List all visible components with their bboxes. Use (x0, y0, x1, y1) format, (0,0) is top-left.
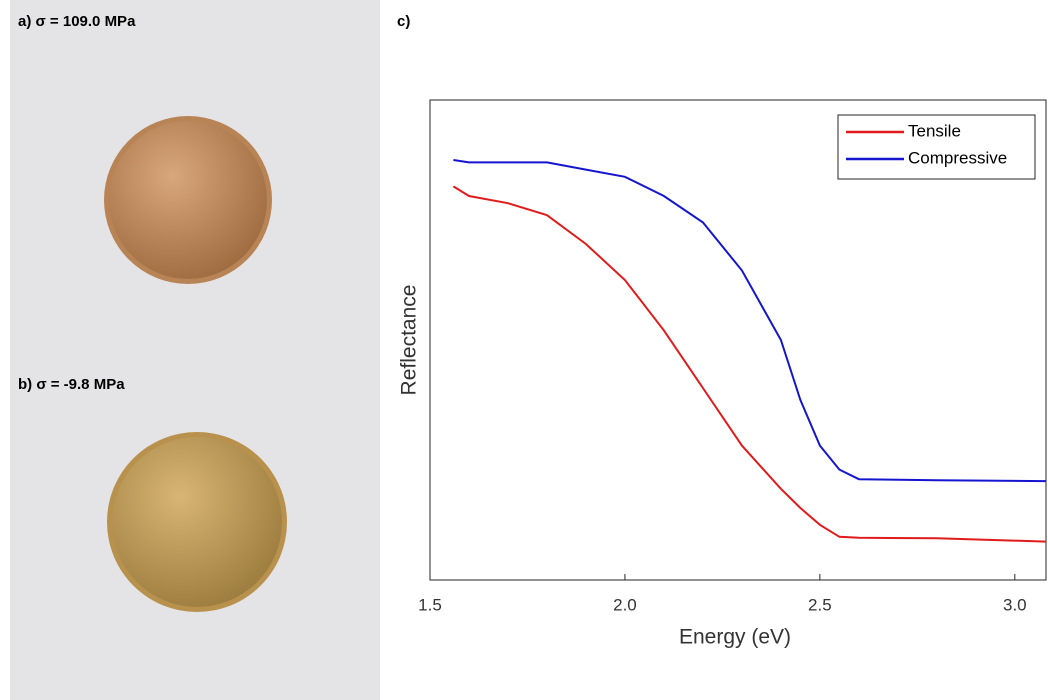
x-tick-label: 2.0 (613, 595, 637, 614)
panel-label: a) σ = 109.0 MPa (18, 13, 136, 30)
x-tick-label: 1.5 (418, 595, 442, 614)
series-line (452, 185, 1047, 543)
legend-label: Tensile (908, 121, 961, 140)
series-line (453, 159, 1047, 483)
panel-label: b) σ = -9.8 MPa (18, 376, 125, 393)
x-axis-label: Energy (eV) (679, 626, 791, 649)
plot-area (429, 99, 1047, 581)
legend-box (837, 114, 1036, 180)
panel-label: c) (397, 13, 410, 30)
y-axis-label: Reflectance (398, 285, 421, 396)
sample-b (112, 437, 282, 607)
x-tick-label: 3.0 (1003, 595, 1027, 614)
sample-a (109, 121, 267, 279)
x-tick-label: 2.5 (808, 595, 832, 614)
legend-label: Compressive (908, 148, 1007, 167)
